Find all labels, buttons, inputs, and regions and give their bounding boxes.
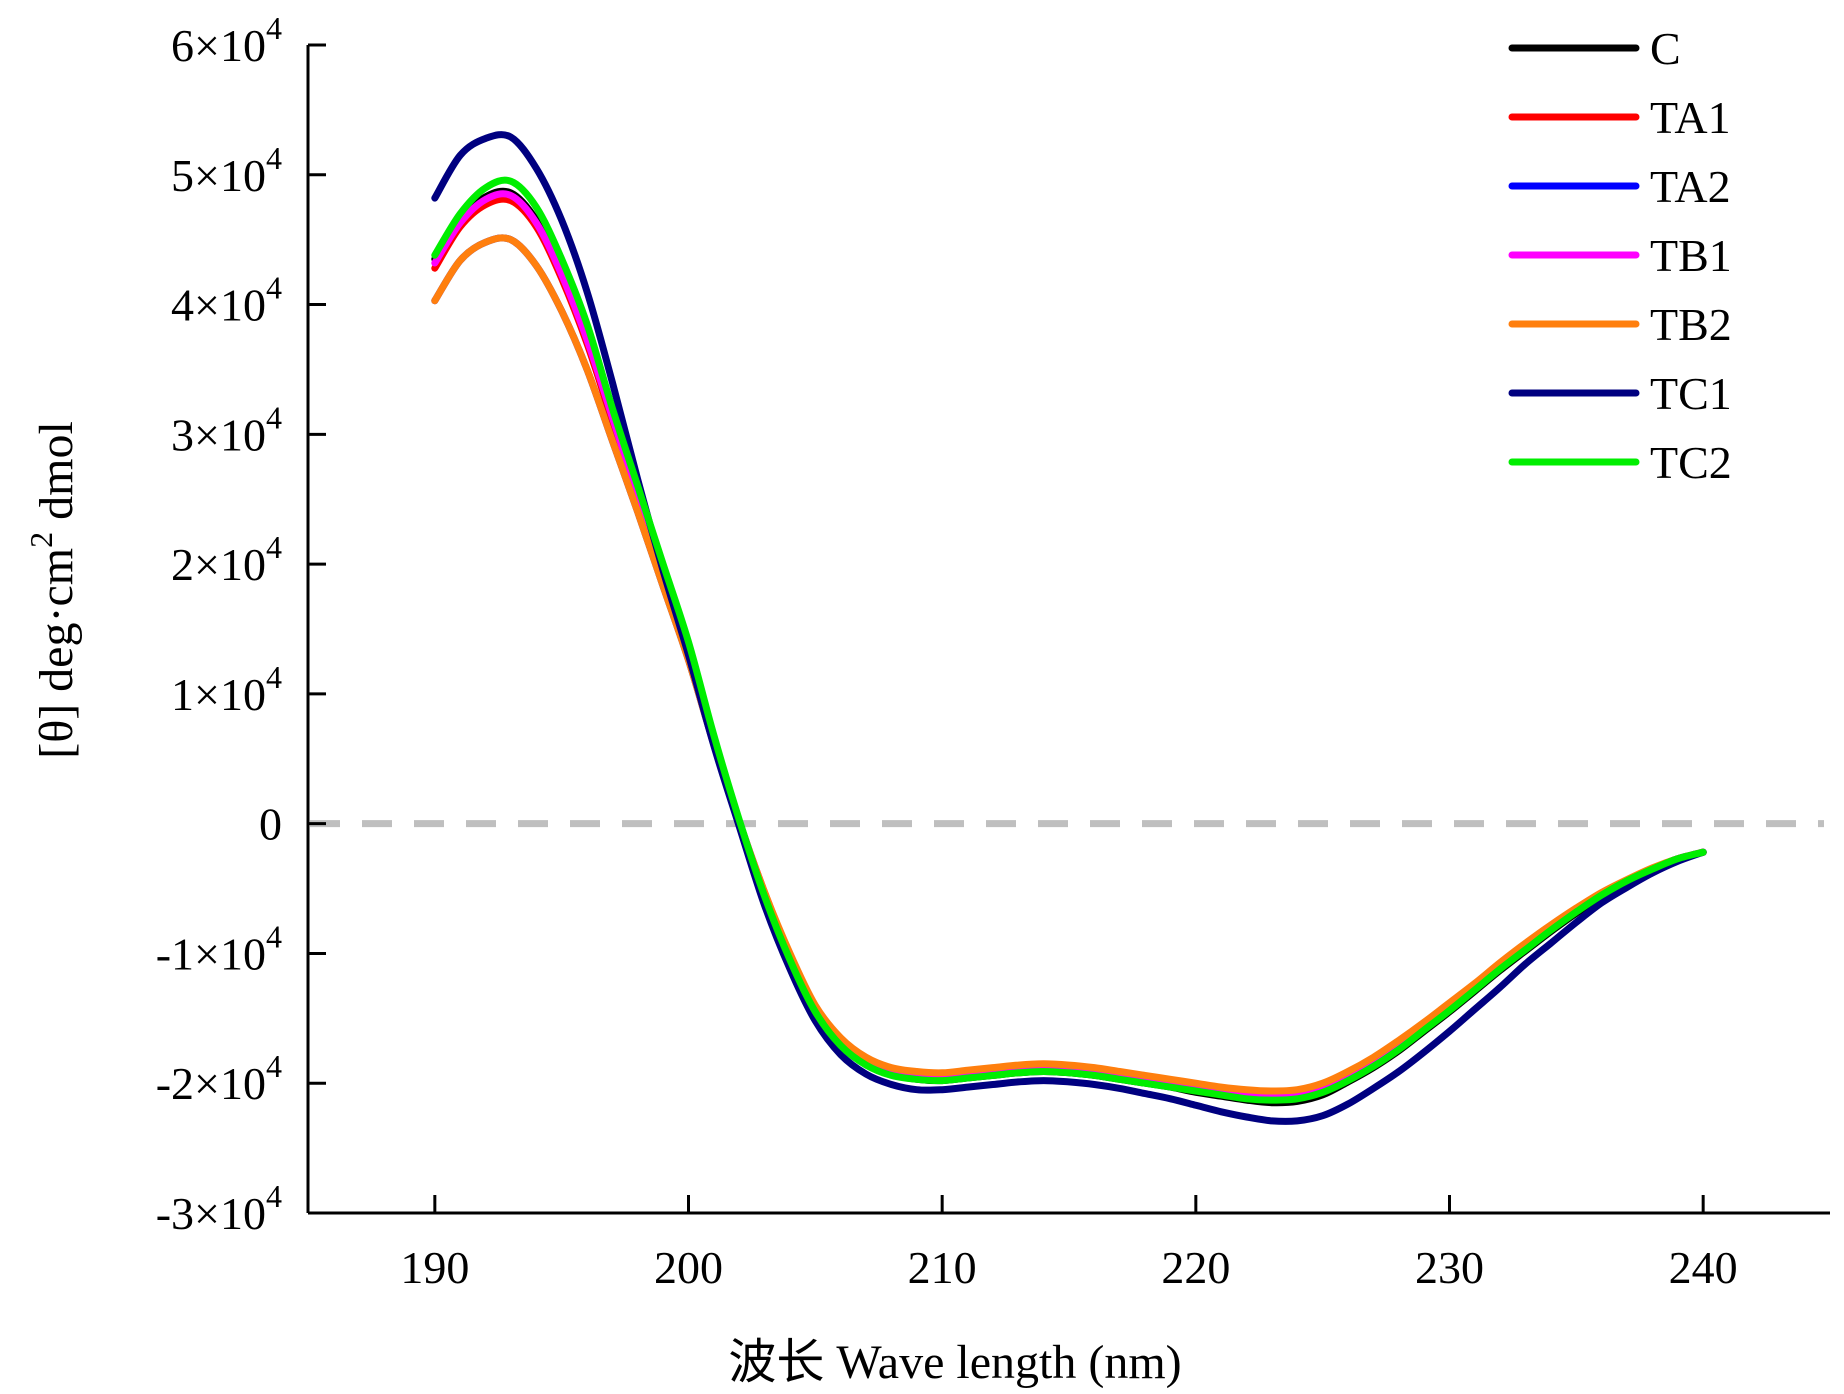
y-tick-mantissa: 2×10 — [171, 539, 266, 590]
y-tick-mantissa: -3×10 — [156, 1188, 266, 1239]
legend-label-tb2: TB2 — [1650, 299, 1732, 350]
x-axis-label: 波长 Wave length (nm) — [728, 1336, 1181, 1389]
y-tick-mantissa: 6×10 — [171, 20, 266, 71]
y-tick-label: 4×104 — [171, 270, 282, 331]
legend-label-c: C — [1650, 23, 1681, 74]
y-tick-mantissa: 5×10 — [171, 150, 266, 201]
y-ticks: 6×1045×1044×1043×1042×1041×1040-1×104-2×… — [156, 10, 326, 1239]
y-tick-label: -3×104 — [156, 1178, 282, 1239]
y-tick-mantissa: 0 — [259, 799, 282, 850]
y-tick-exponent: 4 — [266, 659, 282, 695]
y-tick-label: 3×104 — [171, 399, 282, 460]
y-tick-label: 5×104 — [171, 140, 282, 201]
x-tick-label: 200 — [654, 1242, 723, 1293]
x-tick-label: 210 — [908, 1242, 977, 1293]
y-tick-exponent: 4 — [266, 140, 282, 176]
y-axis-label-unit: dmol — [30, 421, 83, 532]
y-tick-exponent: 4 — [266, 529, 282, 565]
y-tick-label: 1×104 — [171, 659, 282, 720]
x-tick-label: 190 — [400, 1242, 469, 1293]
legend-label-tc2: TC2 — [1650, 437, 1732, 488]
y-tick-exponent: 4 — [266, 1178, 282, 1214]
y-tick-label: -1×104 — [156, 918, 282, 979]
y-tick-mantissa: -2×10 — [156, 1058, 266, 1109]
series-line-tb2 — [431, 234, 1707, 1095]
axes — [306, 45, 1830, 1215]
legend-label-ta2: TA2 — [1650, 161, 1731, 212]
y-tick-label: 0 — [259, 799, 282, 850]
x-tick-label: 240 — [1669, 1242, 1738, 1293]
series-line-tc2 — [431, 176, 1707, 1104]
y-axis-label: [θ] deg·cm2 dmol — [23, 421, 83, 759]
series-line-ta2 — [431, 234, 1707, 1101]
y-tick-mantissa: 1×10 — [171, 669, 266, 720]
y-tick-label: -2×104 — [156, 1048, 282, 1109]
y-tick-exponent: 4 — [266, 270, 282, 306]
y-tick-label: 2×104 — [171, 529, 282, 590]
y-tick-exponent: 4 — [266, 10, 282, 46]
series-line-c — [431, 187, 1707, 1107]
y-tick-label: 6×104 — [171, 10, 282, 71]
y-tick-exponent: 4 — [266, 399, 282, 435]
series-lines — [431, 131, 1707, 1125]
x-tick-label: 220 — [1161, 1242, 1230, 1293]
y-tick-mantissa: 3×10 — [171, 409, 266, 460]
x-tick-label: 230 — [1415, 1242, 1484, 1293]
y-tick-exponent: 4 — [266, 918, 282, 954]
legend-label-tb1: TB1 — [1650, 230, 1732, 281]
legend: C TA1 TA2 TB1 TB2 TC1 TC2 — [1508, 23, 1732, 488]
legend-label-ta1: TA1 — [1650, 92, 1731, 143]
y-axis-label-main: [θ] deg·cm — [30, 548, 83, 759]
legend-label-tc1: TC1 — [1650, 368, 1732, 419]
x-ticks: 190 200 210 220 230 240 — [400, 1195, 1738, 1293]
y-tick-exponent: 4 — [266, 1048, 282, 1084]
series-line-tc1 — [431, 131, 1707, 1125]
y-tick-mantissa: 4×10 — [171, 280, 266, 331]
y-axis-label-superscript: 2 — [23, 532, 59, 548]
y-tick-mantissa: -1×10 — [156, 928, 266, 979]
